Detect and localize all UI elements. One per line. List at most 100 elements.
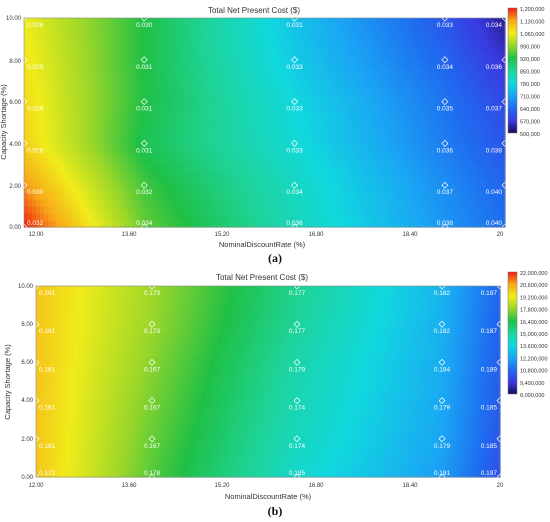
- panel-b-heatmap-cell: [175, 375, 180, 383]
- panel-a-heatmap-cell: [56, 206, 61, 214]
- panel-a-heatmap-cell: [276, 164, 282, 172]
- panel-b-heatmap-cell: [140, 400, 145, 408]
- panel-a-heatmap-cell: [432, 136, 438, 144]
- panel-a-heatmap-cell: [340, 150, 346, 158]
- panel-b-heatmap-cell: [132, 400, 138, 408]
- panel-a-heatmap-cell: [156, 150, 161, 158]
- panel-a: Total Net Present Cost ($) 0.032 0.034 0.0…: [0, 6, 544, 249]
- panel-a-heatmap-cell: [336, 178, 342, 186]
- panel-a-heatmap-cell: [88, 59, 93, 68]
- panel-a-heatmap-cell: [388, 129, 394, 138]
- panel-a-heatmap-cell: [260, 192, 266, 200]
- panel-a-heatmap-cell: [76, 66, 81, 75]
- panel-a-heatmap-cell: [188, 157, 193, 165]
- panel-a-heatmap-cell: [264, 66, 270, 75]
- panel-b-heatmap-cell: [190, 394, 196, 402]
- panel-a-heatmap-cell: [360, 164, 366, 172]
- panel-a-heatmap-cell: [144, 59, 149, 68]
- panel-b-heatmap-cell: [97, 413, 103, 421]
- panel-b-heatmap-cell: [97, 305, 103, 313]
- panel-b-heatmap-cell: [109, 305, 114, 313]
- panel-b-heatmap-cell: [167, 426, 172, 434]
- panel-a-heatmap-cell: [460, 87, 466, 96]
- panel-a-heatmap-cell: [484, 199, 490, 207]
- panel-a-heatmap-cell: [400, 73, 406, 82]
- panel-a-heatmap-cell: [184, 80, 189, 89]
- panel-b-heatmap-cell: [155, 362, 161, 370]
- panel-b-heatmap-cell: [74, 356, 80, 363]
- panel-a-heatmap-cell: [148, 115, 153, 124]
- panel-a-heatmap-cell: [488, 59, 494, 68]
- panel-a-heatmap-cell: [212, 87, 217, 96]
- panel-a-heatmap-cell: [416, 18, 422, 26]
- panel-b-heatmap-cell: [148, 438, 153, 446]
- panel-b-heatmap-cell: [39, 286, 45, 293]
- panel-a-heatmap-cell: [244, 52, 250, 61]
- panel-a-heatmap-cell: [208, 150, 213, 158]
- panel-a-heatmap-cell: [48, 115, 53, 124]
- panel-b-heatmap-cell: [190, 432, 196, 440]
- panel-b-heatmap-cell: [86, 426, 91, 434]
- panel-a-heatmap-cell: [420, 94, 426, 103]
- panel-a-heatmap-cell: [444, 178, 450, 186]
- panel-a-heatmap-cell: [352, 24, 358, 33]
- panel-a-heatmap-cell: [128, 18, 133, 26]
- panel-b-heatmap-cell: [66, 432, 72, 440]
- panel-b-heatmap-cell: [155, 356, 161, 363]
- panel-a-heatmap-cell: [228, 38, 234, 47]
- panel-b-heatmap-cell: [152, 349, 157, 357]
- panel-b-heatmap-cell: [128, 438, 134, 446]
- panel-a-heatmap-cell: [236, 122, 242, 131]
- panel-a-heatmap-cell: [356, 220, 362, 228]
- panel-a-heatmap-cell: [452, 157, 458, 165]
- panel-a-heatmap-cell: [268, 150, 274, 158]
- panel-a-heatmap-cell: [24, 129, 29, 138]
- panel-a-heatmap-cell: [252, 101, 258, 110]
- panel-a-heatmap-cell: [444, 185, 450, 193]
- panel-a-heatmap-cell: [232, 185, 238, 193]
- panel-a-heatmap-cell: [452, 115, 458, 124]
- panel-a-heatmap-cell: [224, 66, 230, 75]
- panel-a-heatmap-cell: [132, 220, 137, 228]
- panel-a-heatmap-cell: [156, 164, 161, 172]
- panel-a-heatmap-cell: [300, 192, 306, 200]
- panel-a-heatmap-cell: [336, 101, 342, 110]
- panel-a-heatmap-cell: [136, 220, 141, 228]
- panel-a-heatmap-cell: [476, 157, 482, 165]
- panel-a-heatmap-cell: [164, 143, 169, 151]
- panel-a-heatmap-cell: [464, 171, 470, 179]
- panel-a-heatmap-cell: [188, 108, 193, 117]
- panel-b-heatmap-cell: [124, 356, 130, 363]
- panel-a-heatmap-cell: [464, 101, 470, 110]
- panel-a-heatmap-cell: [112, 206, 117, 214]
- panel-b-heatmap-cell: [163, 419, 169, 427]
- panel-b-heatmap-cell: [74, 343, 80, 351]
- panel-a-heatmap-cell: [148, 108, 153, 117]
- panel-a-heatmap-cell: [68, 192, 73, 200]
- panel-a-heatmap-cell: [428, 59, 434, 68]
- panel-a-heatmap-cell: [500, 115, 506, 124]
- panel-a-heatmap-cell: [456, 80, 462, 89]
- panel-b-heatmap-cell: [194, 387, 199, 395]
- panel-a-heatmap-cell: [384, 73, 390, 82]
- panel-a-heatmap-cell: [252, 108, 258, 117]
- panel-b-heatmap-cell: [155, 317, 161, 325]
- panel-a-heatmap-cell: [228, 164, 234, 172]
- panel-b-heatmap-cell: [175, 356, 180, 363]
- panel-a-heatmap-cell: [444, 122, 450, 131]
- panel-a-heatmap-cell: [276, 18, 282, 26]
- panel-a-heatmap-cell: [396, 178, 402, 186]
- panel-a-heatmap-cell: [500, 24, 506, 33]
- panel-a-heatmap-cell: [360, 199, 366, 207]
- panel-b-heatmap-cell: [132, 368, 138, 376]
- panel-b-heatmap-cell: [128, 419, 134, 427]
- panel-a-heatmap-cell: [336, 220, 342, 228]
- panel-a-heatmap-cell: [236, 66, 242, 75]
- panel-b-heatmap-cell: [43, 419, 49, 427]
- panel-a-heatmap-cell: [72, 206, 77, 214]
- panel-b-heatmap-cell: [198, 400, 203, 408]
- panel-b-heatmap-cell: [86, 470, 91, 478]
- panel-a-heatmap-cell: [384, 129, 390, 138]
- panel-a-heatmap-cell: [148, 164, 153, 172]
- panel-b-heatmap-cell: [128, 426, 134, 434]
